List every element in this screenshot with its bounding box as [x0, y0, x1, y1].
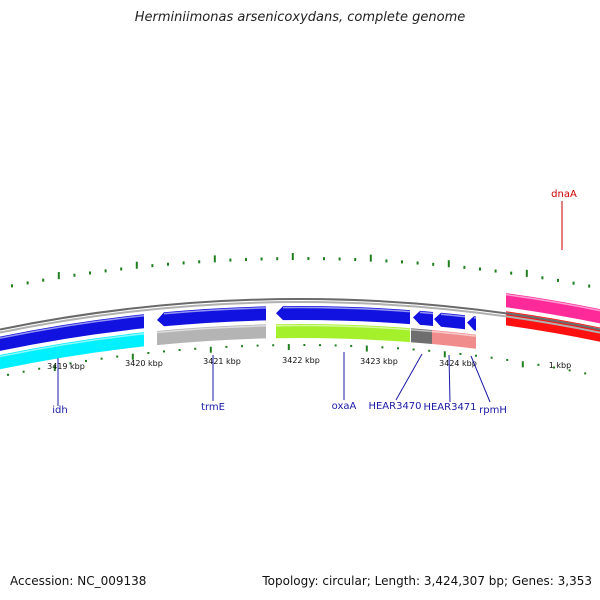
kbp-label: 1 kbp: [549, 361, 571, 370]
kbp-label: 3420 kbp: [125, 359, 163, 368]
gene-label-hear3470: HEAR3470: [368, 401, 421, 412]
gene-block-idh: [0, 314, 144, 351]
gene-block-trme-shine: [163, 307, 267, 315]
feature-track: [0, 293, 600, 370]
accession-text: Accession: NC_009138: [10, 574, 147, 588]
kbp-label: 3423 kbp: [360, 357, 398, 366]
gene-block-feature-9-shine: [431, 330, 477, 337]
backbone-line: [0, 298, 600, 331]
inner-tick-ring: [7, 344, 587, 376]
kbp-label: 3421 kbp: [203, 357, 241, 366]
gene-labels: idh trmE oxaA HEAR3470 HEAR3471 rpmH dnaA: [52, 189, 577, 416]
kbp-label: 3419 kbp: [47, 362, 85, 371]
kbp-scale: 3419 kbp 3420 kbp 3421 kbp 3422 kbp 3423 kbp…: [47, 356, 571, 371]
leader-line: [470, 355, 491, 403]
gene-block-dnaa: [506, 293, 600, 324]
gene-block-hear3470: [413, 310, 433, 327]
gene-label-trme: trmE: [201, 402, 225, 413]
gene-label-oxaa: oxaA: [332, 401, 357, 412]
leader-line: [395, 353, 423, 401]
outer-tick-ring: [11, 253, 591, 288]
gene-block-oxaa-shine: [282, 306, 411, 313]
gene-label-dnaa: dnaA: [551, 189, 577, 200]
gene-block-hear3471: [434, 312, 465, 330]
gene-block-hear3471-shine: [440, 313, 466, 318]
map-title: Herminiimonas arsenicoxydans, complete g…: [134, 10, 466, 25]
gene-block-idh-shine: [0, 314, 145, 339]
gene-block-feature-5: [276, 323, 410, 343]
gene-label-idh: idh: [52, 405, 67, 416]
gene-block-trme: [157, 306, 266, 327]
genome-backbone: [0, 298, 600, 334]
gene-label-rpmh: rpmH: [479, 405, 507, 416]
gene-block-feature-5-shine: [275, 324, 411, 331]
gene-block-rpmh: [467, 316, 476, 331]
kbp-label: 3422 kbp: [282, 356, 320, 365]
gene-block-feature-3-shine: [156, 325, 267, 334]
gene-block-feature-1-shine: [0, 333, 145, 358]
gene-label-hear3471: HEAR3471: [423, 402, 476, 413]
gene-block-feature-1: [0, 332, 144, 370]
gene-block-feature-7-shine: [410, 328, 433, 333]
gene-block-hear3470-shine: [419, 311, 434, 315]
backbone-line: [0, 301, 600, 334]
gene-block-feature-7: [411, 328, 432, 345]
kbp-label: 3424 kbp: [439, 359, 477, 368]
gene-block-oxaa: [276, 306, 410, 325]
topology-summary: Topology: circular; Length: 3,424,307 bp…: [262, 574, 592, 588]
leader-line: [448, 354, 451, 403]
